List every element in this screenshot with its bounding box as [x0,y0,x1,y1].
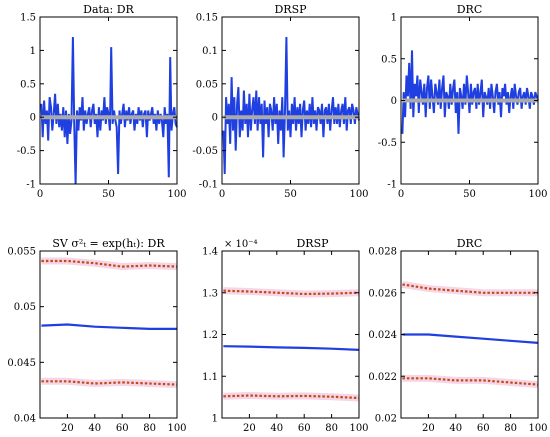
x-tick-label: 100 [167,423,186,434]
axes-frame [221,16,360,185]
series-line-1 [41,323,177,330]
y-tick-label: 0.05 [196,79,218,90]
subplot-title: Data: DR [83,3,134,16]
y-tick-label: 1 [30,46,36,57]
x-tick-label: 0 [219,189,225,200]
x-tick-label: 20 [243,423,256,434]
x-tick-label: 100 [528,189,547,200]
x-tick-label: 60 [477,423,490,434]
x-tick-label: 100 [528,423,547,434]
y-exponent-label: × 10⁻⁴ [224,239,258,250]
subplot-title: SV σ²ₜ = exp(hₜ): DR [52,237,165,250]
subplot-5: 20 40 60 80 100 1 1.1 1.2 1.3 1.4 DRSP × 10⁻⁴ [202,237,368,434]
axes-frame [39,16,178,185]
series-line-1 [222,36,360,175]
y-tick-label: 0.022 [368,372,397,383]
series-line-1 [401,50,539,134]
x-tick-label: 50 [463,189,476,200]
subplot-2: 0 50 100 -0.1 -0.05 0 0.05 0.1 0.15 DRSP [192,3,368,200]
y-tick-label: 0 [391,96,397,107]
series-line-2 [223,289,360,296]
x-tick-label: 80 [143,423,156,434]
y-tick-label: 0.5 [381,54,397,65]
x-tick-label: 60 [116,423,129,434]
y-tick-label: 0.028 [368,247,397,258]
x-tick-label: 80 [504,423,517,434]
y-tick-label: 0.024 [368,330,397,341]
subplot-title: DRC [457,237,483,250]
subplot-6: 20 40 60 80 100 0.02 0.022 0.024 0.026 0.028 DRC [368,237,547,434]
y-tick-label: 1.4 [202,247,218,258]
x-tick-label: 40 [270,423,283,434]
y-tick-label: 1.5 [20,13,36,24]
y-tick-label: -1 [387,180,397,191]
y-tick-label: 0.15 [196,13,218,24]
y-tick-label: 0 [212,113,218,124]
series-line-2 [402,283,538,294]
x-tick-label: 80 [325,423,338,434]
series-line-3 [41,380,178,386]
x-tick-label: 20 [422,423,435,434]
series-line-3 [402,377,539,386]
x-tick-label: 100 [167,189,186,200]
y-tick-label: 0.04 [14,414,36,425]
y-tick-label: 0.02 [375,414,397,425]
y-tick-label: -0.5 [378,138,397,149]
series-line-2 [41,259,178,268]
x-tick-label: 0 [398,189,404,200]
series-line-1 [402,333,539,344]
y-tick-label: 1.2 [202,330,218,341]
y-tick-label: 1.1 [202,372,218,383]
y-tick-label: -0.5 [17,146,36,157]
y-tick-label: 0.5 [20,79,36,90]
subplot-title: DRSP [274,3,307,16]
subplot-title: DRC [457,3,483,16]
y-tick-label: 0 [30,113,36,124]
x-tick-label: 60 [298,423,311,434]
y-tick-label: 0.026 [368,288,397,299]
x-tick-label: 40 [449,423,462,434]
x-tick-label: 50 [284,189,297,200]
y-tick-label: -1 [26,180,36,191]
y-tick-label: -0.1 [199,180,218,191]
y-tick-label: 1 [212,414,218,425]
subplot-3: 0 50 100 -1 -0.5 0 0.5 1 DRC [378,3,548,200]
y-tick-label: 1 [391,13,397,24]
x-tick-label: 0 [37,189,43,200]
y-tick-label: -0.05 [192,146,218,157]
y-tick-label: 0.045 [7,358,36,369]
y-tick-label: 0.05 [14,302,36,313]
y-tick-label: 0.055 [7,247,36,258]
y-tick-label: 1.3 [202,288,218,299]
x-tick-label: 50 [102,189,115,200]
axes-frame [39,250,178,419]
subplot-title: DRSP [296,237,329,250]
x-tick-label: 40 [88,423,101,434]
subplot-1: 0 50 100 -1 -0.5 0 0.5 1 1.5 Data: DR [17,3,187,200]
subplot-4: 20 40 60 80 100 0.04 0.045 0.05 0.055 SV σ²ₜ = ex… [7,237,186,434]
x-tick-label: 100 [349,189,368,200]
series-line-1 [223,345,360,351]
y-tick-label: 0.1 [202,46,218,57]
x-tick-label: 20 [61,423,74,434]
series-line-1 [40,36,178,185]
x-tick-label: 100 [349,423,368,434]
series-line-3 [223,394,360,400]
